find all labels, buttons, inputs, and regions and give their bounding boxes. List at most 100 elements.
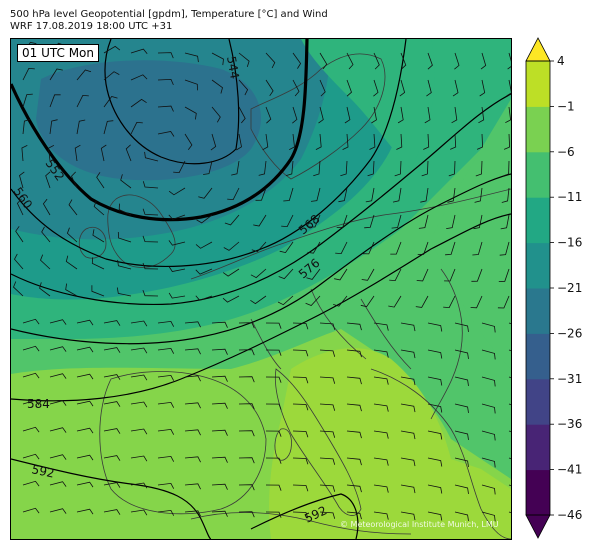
wind-barb xyxy=(265,484,282,491)
wind-barb xyxy=(362,241,375,255)
wind-barb xyxy=(71,171,78,189)
wind-barb xyxy=(388,295,402,308)
wind-barb xyxy=(503,133,511,150)
wind-barb xyxy=(394,160,402,177)
wind-barb xyxy=(277,295,294,306)
wind-barb xyxy=(392,187,402,203)
wind-barb xyxy=(168,292,186,299)
wind-barb xyxy=(452,79,459,97)
wind-barb xyxy=(450,133,457,150)
wind-barb xyxy=(238,376,255,383)
wind-barb xyxy=(427,403,443,413)
colorbar-band xyxy=(526,106,550,153)
wind-barb xyxy=(168,240,186,246)
temperature-colorbar: 4 −1 −6 −11 −16 −21 −26 −31 −36 −41 −46 xyxy=(518,36,599,542)
wind-barb xyxy=(103,45,121,54)
temp-field-east-warm xyxy=(431,99,511,369)
wind-barb xyxy=(334,268,348,281)
wind-barb xyxy=(184,133,193,151)
wind-barb xyxy=(265,52,276,69)
wind-barb xyxy=(400,52,407,70)
wind-barb xyxy=(49,373,67,379)
weather-map[interactable]: 544 552 560 568 576 584 592 592 xyxy=(10,38,512,540)
wind-barb xyxy=(48,144,55,162)
wind-barb xyxy=(400,349,416,359)
wind-barb xyxy=(76,427,94,434)
colorbar-band xyxy=(526,288,550,334)
wind-barb xyxy=(335,241,348,255)
wind-barb xyxy=(238,79,249,96)
wind-barb xyxy=(49,94,61,108)
wind-barb xyxy=(476,133,484,150)
wind-barb xyxy=(198,187,213,199)
wind-barb xyxy=(480,52,487,70)
isoline-576 xyxy=(11,173,511,345)
wind-barb xyxy=(373,322,389,331)
wind-barb xyxy=(427,52,433,70)
wind-barb xyxy=(223,241,240,251)
wind-barb xyxy=(49,346,67,352)
wind-barb xyxy=(130,98,147,108)
wind-barb xyxy=(142,235,159,243)
wind-barb xyxy=(400,376,416,386)
wind-barb xyxy=(76,454,94,461)
isoline-544 xyxy=(104,39,240,165)
wind-barb xyxy=(346,430,362,439)
wind-barb xyxy=(500,214,510,230)
wind-barb xyxy=(22,480,40,487)
wind-barb xyxy=(319,322,336,330)
wind-barb xyxy=(168,187,186,196)
wind-barb xyxy=(184,456,201,463)
wind-barb xyxy=(118,203,132,216)
wind-barb xyxy=(116,287,132,297)
wind-barb xyxy=(157,482,175,489)
wind-barb xyxy=(103,482,121,488)
wind-barb xyxy=(22,345,40,352)
colorbar-tick-label: −6 xyxy=(557,145,575,159)
wind-barbs xyxy=(13,41,511,522)
wind-barb xyxy=(22,426,40,433)
wind-barb xyxy=(41,226,51,243)
wind-barb xyxy=(473,214,483,230)
isoline-568 xyxy=(11,93,511,306)
wind-barb xyxy=(238,349,255,356)
wind-barb xyxy=(168,214,186,220)
wind-barb xyxy=(195,295,213,301)
wind-barb xyxy=(231,160,240,176)
wind-barb xyxy=(319,430,336,438)
wind-barb xyxy=(427,457,443,467)
wind-barb xyxy=(130,347,148,354)
wind-barb xyxy=(211,79,223,94)
wind-barb xyxy=(481,430,496,441)
wind-barb xyxy=(184,348,201,355)
wind-barb xyxy=(76,400,94,407)
wind-barb xyxy=(130,428,148,435)
wind-barb xyxy=(427,484,443,494)
wind-barb xyxy=(238,322,255,329)
wind-barb xyxy=(506,79,511,97)
wind-barb xyxy=(103,71,120,81)
chart-title-line2: WRF 17.08.2019 18:00 UTC +31 xyxy=(10,21,173,32)
wind-barb xyxy=(417,241,429,255)
wind-barb xyxy=(238,52,250,68)
wind-barb xyxy=(373,79,379,97)
colorbar-segments xyxy=(526,61,550,516)
wind-barb xyxy=(373,511,389,520)
wind-barb xyxy=(285,160,294,176)
wind-barb xyxy=(454,376,469,386)
wind-barb xyxy=(117,231,132,243)
wind-barb xyxy=(292,376,309,384)
wind-barb xyxy=(292,457,309,465)
wind-barb xyxy=(446,214,456,229)
isoline-592-west xyxy=(11,458,212,539)
wind-barb xyxy=(342,133,349,150)
wind-barb xyxy=(22,507,40,514)
wind-barb xyxy=(305,295,321,306)
wind-barb xyxy=(307,241,321,254)
wind-barb xyxy=(447,187,456,203)
wind-barb xyxy=(184,79,198,91)
wind-barb xyxy=(444,268,456,282)
wind-barb xyxy=(427,349,443,359)
wind-barb xyxy=(390,241,402,255)
wind-barb xyxy=(475,160,483,177)
